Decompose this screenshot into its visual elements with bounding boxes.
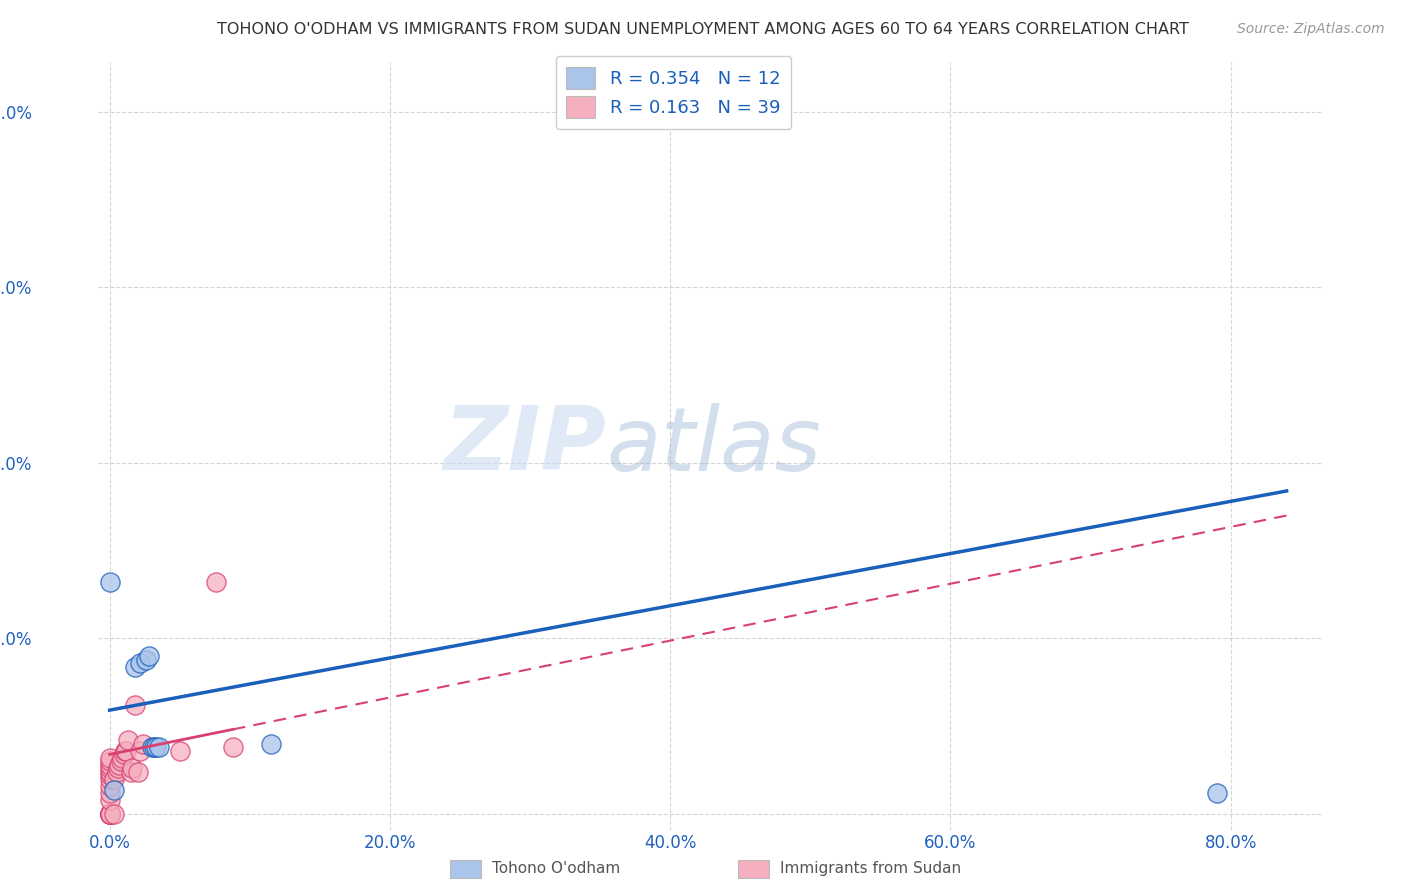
Point <box>98 807 121 822</box>
Point <box>103 772 125 786</box>
Point <box>148 740 170 755</box>
Point <box>169 744 191 758</box>
Point <box>114 744 136 758</box>
Point <box>117 733 139 747</box>
Point <box>98 807 121 822</box>
Point <box>108 758 131 772</box>
Point <box>110 755 132 769</box>
Point <box>98 793 121 807</box>
Point <box>1205 786 1227 800</box>
Point <box>124 659 146 673</box>
Point <box>98 807 121 822</box>
Point <box>132 737 155 751</box>
Point <box>98 786 121 800</box>
Point <box>120 764 142 779</box>
Point <box>98 768 121 782</box>
Point <box>98 575 121 590</box>
Point <box>98 807 121 822</box>
Point <box>98 807 121 822</box>
Text: ZIP: ZIP <box>443 402 606 490</box>
Point <box>98 772 121 786</box>
Point <box>98 807 121 822</box>
Point <box>98 807 121 822</box>
Point <box>103 782 125 797</box>
Point <box>98 761 121 775</box>
Point <box>98 751 121 765</box>
Legend: R = 0.354   N = 12, R = 0.163   N = 39: R = 0.354 N = 12, R = 0.163 N = 39 <box>555 56 792 129</box>
Text: Immigrants from Sudan: Immigrants from Sudan <box>780 862 962 876</box>
Text: Tohono O'odham: Tohono O'odham <box>492 862 620 876</box>
Point <box>105 764 128 779</box>
Point <box>98 755 121 769</box>
Point <box>138 648 160 663</box>
Point <box>98 764 121 779</box>
Point <box>111 751 134 765</box>
Point <box>205 575 228 590</box>
Point <box>103 807 125 822</box>
Point <box>107 761 129 775</box>
Point <box>141 740 163 755</box>
Point <box>98 807 121 822</box>
Point <box>222 740 245 755</box>
Point <box>143 740 166 755</box>
Point <box>135 652 157 666</box>
Point <box>129 656 152 670</box>
Point <box>98 758 121 772</box>
Point <box>127 764 149 779</box>
Point <box>145 740 167 755</box>
Point <box>98 807 121 822</box>
Text: TOHONO O'ODHAM VS IMMIGRANTS FROM SUDAN UNEMPLOYMENT AMONG AGES 60 TO 64 YEARS C: TOHONO O'ODHAM VS IMMIGRANTS FROM SUDAN … <box>217 22 1189 37</box>
Point <box>112 747 135 762</box>
Point <box>98 779 121 793</box>
Point <box>260 737 283 751</box>
Text: Source: ZipAtlas.com: Source: ZipAtlas.com <box>1237 22 1385 37</box>
Text: atlas: atlas <box>606 403 821 489</box>
Point <box>124 698 146 713</box>
Point <box>129 744 152 758</box>
Point <box>121 761 143 775</box>
Point <box>115 744 138 758</box>
